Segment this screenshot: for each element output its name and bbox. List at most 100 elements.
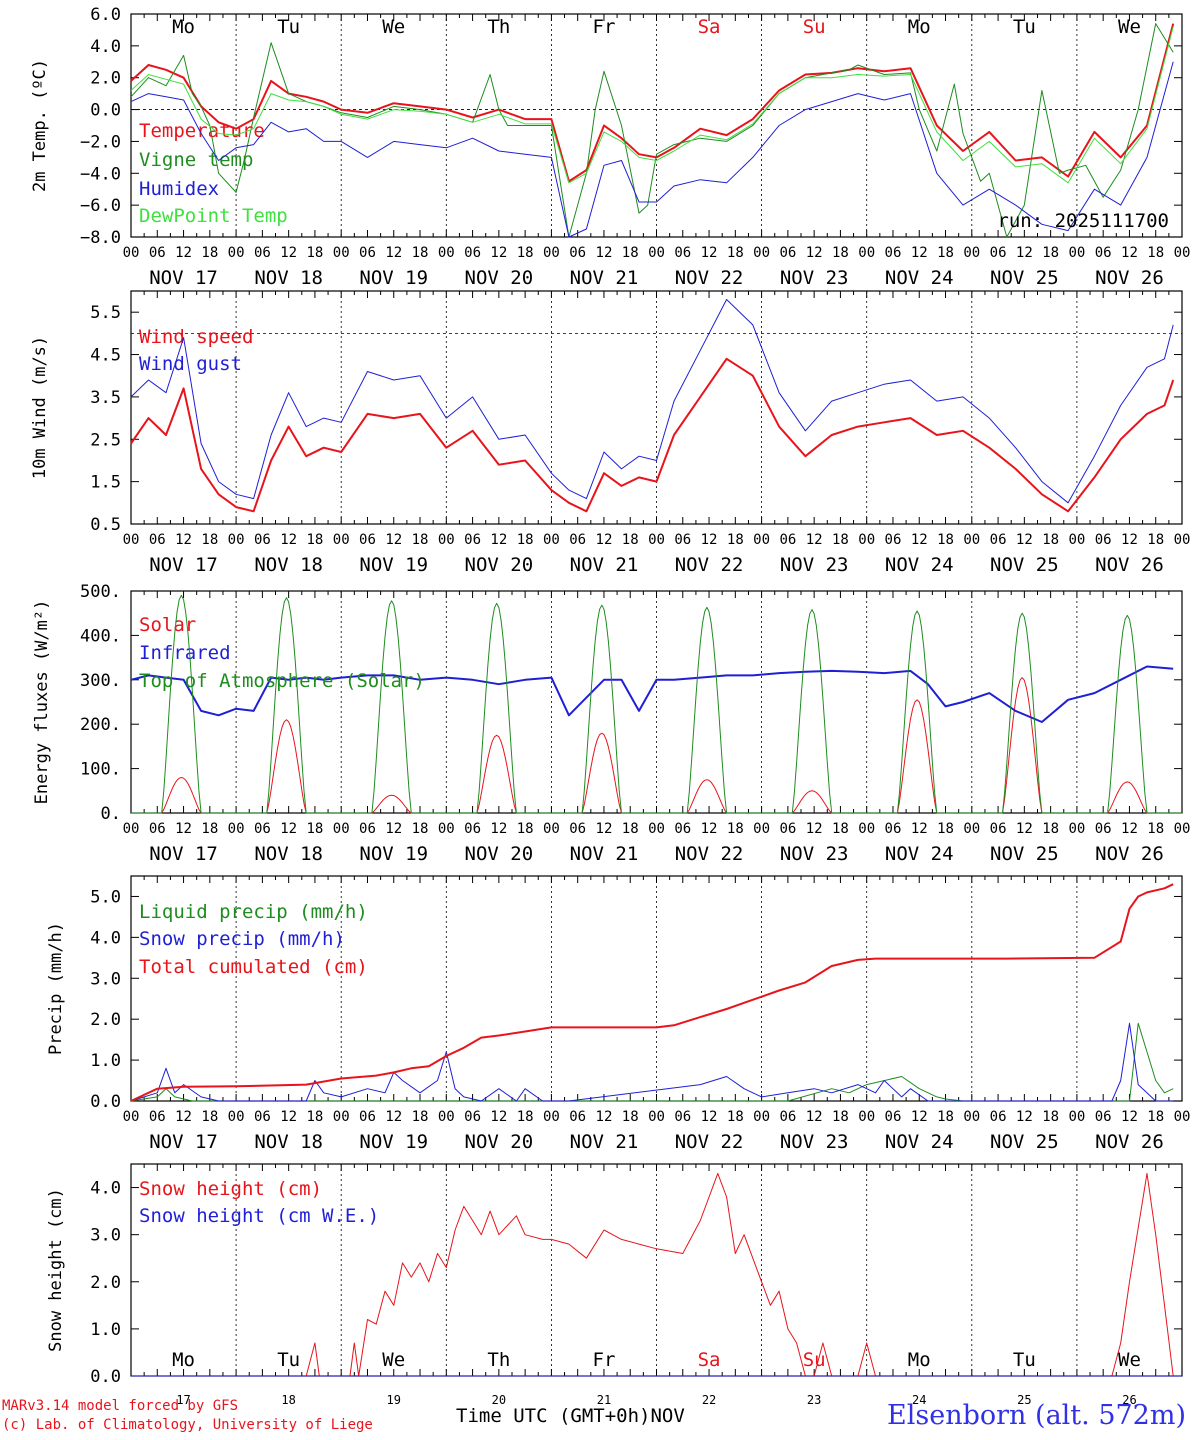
hour-tick-label: 00 (123, 532, 140, 548)
hour-tick-label: 00 (753, 245, 770, 261)
hour-tick-label: 18 (306, 245, 323, 261)
y-tick-label: 2.0 (90, 1010, 121, 1030)
hour-tick-label: 18 (517, 1109, 534, 1125)
y-tick-label: 0.0 (90, 1092, 121, 1112)
date-label: NOV 17 (149, 843, 218, 865)
hour-tick-label: 00 (438, 532, 455, 548)
date-label: NOV 19 (359, 554, 428, 576)
day-number-label: 23 (807, 1393, 821, 1407)
date-label: NOV 23 (780, 554, 849, 576)
hour-tick-label: 18 (727, 821, 744, 837)
y-tick-label: 2.0 (90, 69, 121, 89)
hour-tick-label: 12 (1121, 532, 1138, 548)
hour-tick-label: 12 (701, 532, 718, 548)
legend-entry: Vigne temp (139, 149, 253, 171)
day-number-label: 18 (281, 1393, 295, 1407)
hour-tick-label: 18 (306, 1109, 323, 1125)
day-abbr-label: We (1118, 16, 1141, 38)
hour-tick-label: 06 (990, 245, 1007, 261)
hour-tick-label: 18 (832, 532, 849, 548)
legend-entry: Humidex (139, 178, 219, 200)
hour-tick-label: 18 (622, 532, 639, 548)
hour-tick-label: 00 (1174, 245, 1191, 261)
hour-tick-label: 12 (490, 245, 507, 261)
hour-tick-label: 06 (674, 532, 691, 548)
hour-tick-label: 00 (858, 1109, 875, 1125)
y-tick-label: −4.0 (80, 164, 121, 184)
y-axis-label: 2m Temp. (ºC) (30, 59, 50, 192)
y-tick-label: 3.5 (90, 388, 121, 408)
hour-tick-label: 06 (569, 1109, 586, 1125)
hour-tick-label: 00 (753, 532, 770, 548)
hour-tick-label: 12 (911, 821, 928, 837)
series-temperature (130, 23, 1175, 183)
series-infrared (130, 665, 1174, 723)
date-label: NOV 20 (465, 267, 534, 289)
date-label: NOV 21 (570, 843, 639, 865)
hour-tick-label: 00 (963, 1109, 980, 1125)
hour-tick-label: 18 (622, 821, 639, 837)
hour-tick-label: 12 (385, 1109, 402, 1125)
hour-tick-label: 18 (201, 821, 218, 837)
date-label: NOV 17 (149, 554, 218, 576)
y-tick-label: 4.5 (90, 346, 121, 366)
series-total-cumulated-cm- (130, 883, 1174, 1102)
hour-tick-label: 00 (963, 245, 980, 261)
hour-tick-label: 06 (779, 1109, 796, 1125)
y-tick-label: 1.0 (90, 1051, 121, 1071)
date-label: NOV 18 (254, 554, 323, 576)
y-tick-label: 3.0 (90, 969, 121, 989)
hour-tick-label: 12 (490, 532, 507, 548)
hour-tick-label: 00 (228, 1109, 245, 1125)
day-abbr-label: Mo (172, 16, 195, 38)
y-axis-label: Snow height (cm) (46, 1188, 66, 1352)
hour-tick-label: 18 (832, 1109, 849, 1125)
hour-tick-label: 06 (674, 1109, 691, 1125)
date-label: NOV 25 (990, 843, 1059, 865)
y-tick-label: −8.0 (80, 228, 121, 248)
series-vigne-temp (130, 23, 1174, 238)
series-liquid-precip-mm-h- (130, 1022, 1174, 1102)
hour-tick-label: 00 (543, 1109, 560, 1125)
legend-entry: Top of Atmosphere (Solar) (139, 670, 425, 692)
hour-tick-label: 12 (806, 532, 823, 548)
day-number-label: 17 (176, 1393, 190, 1407)
date-label: NOV 19 (359, 1131, 428, 1153)
legend-entry: Wind gust (139, 353, 242, 375)
y-tick-label: 0. (101, 804, 121, 824)
hour-tick-label: 12 (911, 245, 928, 261)
hour-tick-label: 06 (990, 821, 1007, 837)
date-label: NOV 18 (254, 1131, 323, 1153)
date-label: NOV 20 (465, 843, 534, 865)
legend-entry: Snow height (cm) (139, 1178, 322, 1200)
hour-tick-label: 18 (1042, 532, 1059, 548)
hour-tick-label: 06 (254, 1109, 271, 1125)
hour-tick-label: 06 (885, 821, 902, 837)
hour-tick-label: 00 (1068, 1109, 1085, 1125)
hour-tick-label: 18 (306, 532, 323, 548)
y-tick-label: 5.0 (90, 887, 121, 907)
y-tick-label: −2.0 (80, 132, 121, 152)
hour-tick-label: 06 (779, 532, 796, 548)
hour-tick-label: 12 (806, 821, 823, 837)
legend-entry: Temperature (139, 120, 265, 142)
hour-tick-label: 12 (596, 1109, 613, 1125)
day-abbr-label: Su (803, 1349, 826, 1371)
hour-tick-label: 12 (806, 1109, 823, 1125)
hour-tick-label: 00 (438, 821, 455, 837)
day-abbr-label: We (1118, 1349, 1141, 1371)
hour-tick-label: 18 (937, 532, 954, 548)
day-abbr-label: Th (487, 16, 510, 38)
hour-tick-label: 18 (1042, 1109, 1059, 1125)
month-label: NOV (650, 1405, 685, 1427)
date-label: NOV 19 (359, 843, 428, 865)
hour-tick-label: 00 (1068, 245, 1085, 261)
hour-tick-label: 06 (779, 245, 796, 261)
hour-tick-label: 12 (280, 821, 297, 837)
day-abbr-label: Mo (908, 1349, 931, 1371)
date-label: NOV 23 (780, 843, 849, 865)
date-label: NOV 18 (254, 267, 323, 289)
date-label: NOV 24 (885, 554, 954, 576)
hour-tick-label: 12 (280, 532, 297, 548)
day-abbr-label: Tu (1013, 16, 1036, 38)
